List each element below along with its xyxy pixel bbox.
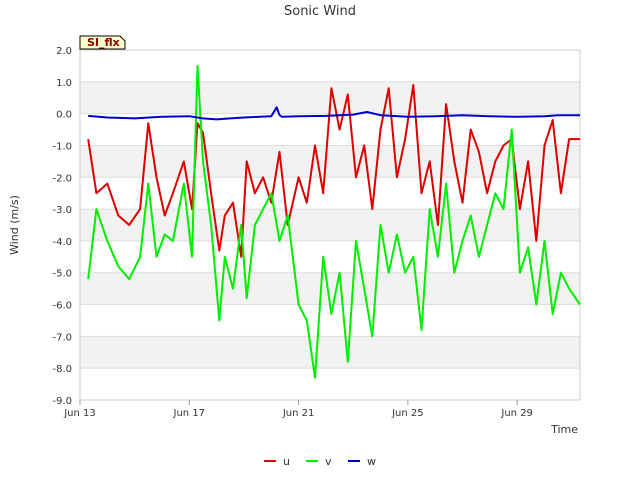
x-axis-ticks: Jun 13 Jun 17 Jun 21 Jun 25 Jun 29 bbox=[63, 400, 533, 419]
y-tick-label: -8.0 bbox=[52, 364, 72, 375]
legend: u v w bbox=[264, 455, 376, 468]
y-tick-label: 0.0 bbox=[56, 110, 72, 121]
site-tag: SI_flx bbox=[79, 35, 126, 50]
series-lines bbox=[87, 64, 581, 379]
site-tag-box bbox=[79, 35, 126, 50]
series-line-w bbox=[88, 106, 580, 121]
x-tick-label: Jun 21 bbox=[282, 408, 315, 419]
y-tick-label: -4.0 bbox=[52, 237, 72, 248]
y-axis-label: Wind (m/s) bbox=[8, 195, 21, 255]
x-tick-label: Jun 17 bbox=[173, 408, 206, 419]
y-tick-label: -6.0 bbox=[52, 301, 72, 312]
y-tick-label: -9.0 bbox=[52, 396, 72, 407]
background-bands bbox=[80, 81, 580, 369]
y-tick-label: 2.0 bbox=[56, 46, 72, 57]
x-tick-label: Jun 29 bbox=[500, 408, 533, 419]
background-band bbox=[80, 145, 580, 178]
y-tick-label: -2.0 bbox=[52, 173, 72, 184]
y-axis-ticks: 2.0 1.0 0.0 -1.0 -2.0 -3.0 -4.0 -5.0 -6.0 -7.0 -8.… bbox=[52, 46, 72, 407]
legend-label-w: w bbox=[367, 455, 376, 468]
legend-label-v: v bbox=[325, 455, 332, 468]
series-line-v bbox=[87, 64, 581, 379]
legend-label-u: u bbox=[283, 455, 290, 468]
site-tag-label: SI_flx bbox=[87, 36, 120, 49]
y-tick-label: -3.0 bbox=[52, 205, 72, 216]
x-tick-label: Jun 25 bbox=[391, 408, 424, 419]
x-axis-label: Time bbox=[550, 423, 578, 436]
y-tick-label: -5.0 bbox=[52, 269, 72, 280]
series-line-u bbox=[87, 84, 580, 258]
y-tick-label: -1.0 bbox=[52, 141, 72, 152]
x-tick-label: Jun 13 bbox=[63, 408, 96, 419]
y-tick-label: 1.0 bbox=[56, 78, 72, 89]
background-band bbox=[80, 336, 580, 369]
y-tick-label: -7.0 bbox=[52, 332, 72, 343]
chart-title: Sonic Wind bbox=[284, 4, 356, 19]
plot-frame bbox=[79, 49, 581, 401]
